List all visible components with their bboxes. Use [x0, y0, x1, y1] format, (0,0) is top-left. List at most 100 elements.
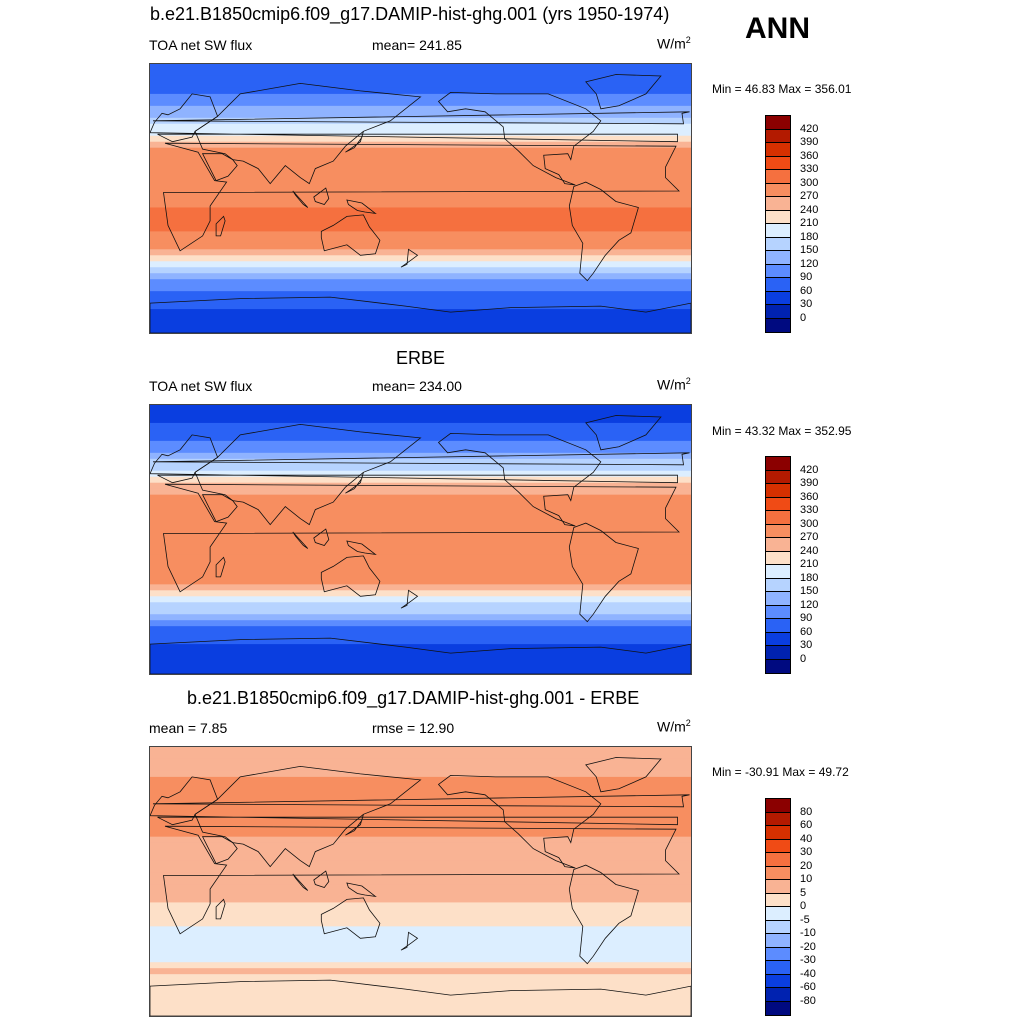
- panel-minmax-label: Min = 46.83 Max = 356.01: [712, 82, 852, 96]
- colorbar-swatch: [766, 619, 790, 633]
- lat-band: [150, 464, 691, 472]
- lat-band: [150, 219, 691, 226]
- colorbar-swatch: [766, 524, 790, 538]
- lat-band: [150, 986, 691, 993]
- lat-band: [150, 560, 691, 567]
- colorbar-tick-label: -5: [800, 913, 810, 926]
- lat-band: [150, 656, 691, 663]
- lat-band: [150, 854, 691, 862]
- lat-band: [150, 950, 691, 957]
- lat-band: [150, 650, 691, 657]
- lat-band: [150, 932, 691, 939]
- colorbar-tick-label: 270: [800, 190, 819, 202]
- map-panel-obs: [149, 404, 692, 675]
- lat-band: [150, 572, 691, 579]
- colorbar-swatch: [766, 659, 790, 673]
- coastline: [313, 528, 330, 546]
- colorbar-tick-label: 0: [800, 311, 807, 324]
- lat-band: [150, 638, 691, 645]
- colorbar-swatch: [766, 1001, 790, 1015]
- colorbar-swatch: [766, 318, 790, 332]
- panel-rmse-label: rmse = 12.90: [372, 720, 455, 736]
- colorbar-swatch: [766, 988, 790, 1002]
- lat-band: [150, 494, 691, 502]
- coastline: [152, 111, 690, 125]
- colorbar-tick-label: 30: [800, 639, 813, 651]
- colorbar-tick-label: -60: [800, 981, 816, 993]
- lat-band: [150, 998, 691, 1005]
- colorbar-swatch: [766, 129, 790, 143]
- panel-minmax-label: Min = -30.91 Max = 49.72: [712, 765, 849, 779]
- coastline: [346, 199, 377, 214]
- lat-band: [150, 327, 691, 333]
- colorbar-swatch: [766, 237, 790, 251]
- lat-band: [150, 938, 691, 945]
- lat-band: [150, 902, 691, 909]
- coastline: [345, 131, 364, 153]
- coastline: [320, 555, 381, 597]
- lat-band: [150, 75, 691, 83]
- lat-band: [150, 410, 691, 418]
- lat-band: [150, 806, 691, 814]
- colorbar-swatch: [766, 143, 790, 157]
- lat-band: [150, 165, 691, 173]
- colorbar-tick-label: 420: [800, 463, 819, 476]
- colorbar-swatch: [766, 497, 790, 511]
- coastline: [194, 82, 422, 185]
- coastline: [152, 794, 690, 808]
- coastline: [150, 637, 691, 674]
- coastline: [585, 757, 662, 793]
- lat-band: [150, 968, 691, 975]
- lat-band: [150, 788, 691, 796]
- coastline: [215, 898, 226, 920]
- colorbar-swatch: [766, 170, 790, 184]
- lat-band: [150, 117, 691, 125]
- lat-band: [150, 614, 691, 621]
- colorbar-swatch: [766, 470, 790, 484]
- lat-band: [150, 267, 691, 274]
- lat-band: [150, 974, 691, 981]
- panel-units-label: W/m2: [657, 718, 691, 735]
- coastline: [437, 432, 602, 527]
- coastline: [201, 494, 238, 523]
- colorbar-swatch: [766, 632, 790, 646]
- lat-band: [150, 99, 691, 107]
- lat-band: [150, 177, 691, 185]
- lat-band: [150, 548, 691, 556]
- colorbar-swatch: [766, 116, 790, 130]
- lat-band: [150, 566, 691, 573]
- panel-units-label: W/m2: [657, 376, 691, 393]
- lat-band: [150, 428, 691, 436]
- map-panel-diff: [149, 746, 692, 1017]
- lat-band: [150, 422, 691, 430]
- colorbar-swatch: [766, 183, 790, 197]
- colorbar-tick-label: 5: [800, 886, 807, 899]
- colorbar-tick-label: 0: [800, 652, 807, 665]
- lat-band: [150, 908, 691, 915]
- coastline: [201, 153, 238, 182]
- colorbar-swatch: [766, 551, 790, 565]
- panel-variable-label: TOA net SW flux: [149, 37, 253, 53]
- colorbar-diff: [765, 798, 791, 1016]
- colorbar-tick-label: 80: [800, 805, 813, 818]
- lat-band: [150, 123, 691, 131]
- lat-band: [150, 578, 691, 585]
- lat-band: [150, 584, 691, 591]
- lat-band: [150, 830, 691, 838]
- lat-band: [150, 632, 691, 639]
- lat-band: [150, 747, 691, 754]
- lat-band: [150, 794, 691, 802]
- lat-band: [150, 237, 691, 244]
- colorbar-tick-label: 390: [800, 477, 819, 489]
- colorbar-swatch: [766, 156, 790, 170]
- colorbar-tick-label: 120: [800, 598, 819, 611]
- lat-band: [150, 536, 691, 544]
- lat-band: [150, 524, 691, 532]
- coastline: [346, 540, 377, 555]
- coastline: [201, 836, 238, 865]
- lat-band: [150, 69, 691, 77]
- colorbar-tick-label: 360: [800, 149, 819, 162]
- colorbar-swatch: [766, 484, 790, 498]
- lat-band: [150, 309, 691, 316]
- lat-band: [150, 243, 691, 250]
